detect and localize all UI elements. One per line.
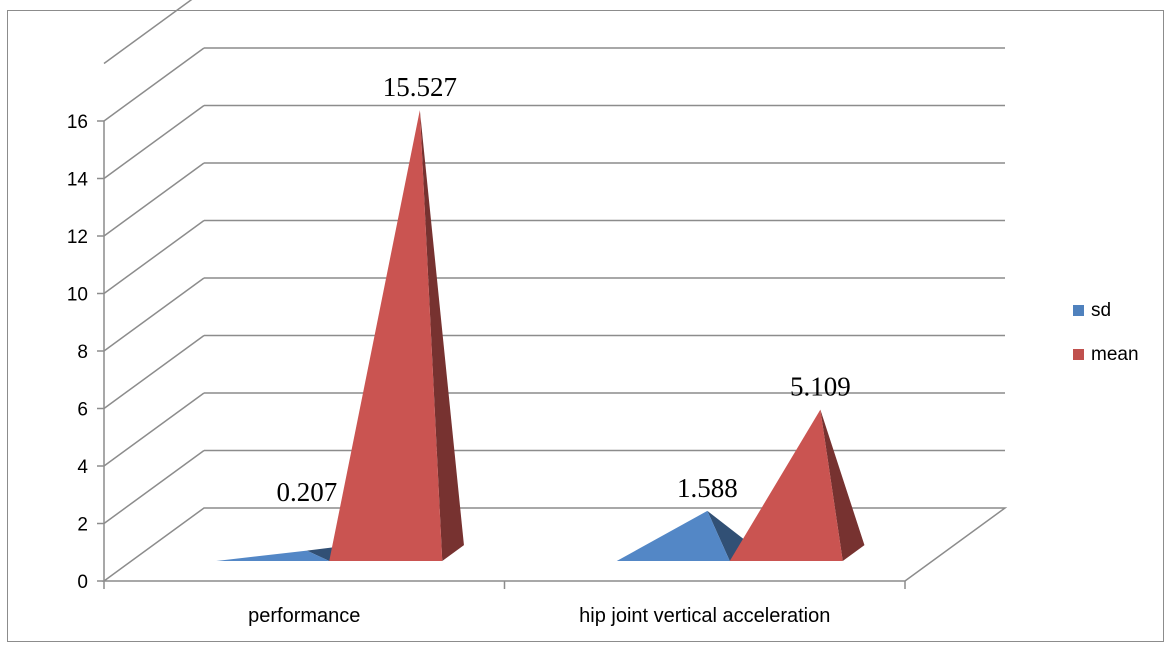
gridlines [103, 0, 1005, 525]
pyramid-front-face [729, 409, 843, 561]
bars [216, 110, 865, 561]
gridline-side [103, 277, 205, 352]
gridline-side [103, 0, 193, 65]
category-label: hip joint vertical acceleration [579, 605, 830, 627]
data-label-sd: 0.207 [276, 477, 337, 507]
y-tick-label: 14 [67, 170, 89, 191]
legend-swatch-sd [1073, 305, 1084, 316]
gridline-side [103, 219, 205, 295]
legend-swatch-mean [1073, 349, 1084, 360]
pyramid-sd-1 [616, 510, 752, 561]
legend: sd mean [1073, 300, 1139, 365]
y-axis-ticks: 0 2 4 6 8 10 12 14 16 [67, 112, 906, 593]
pyramid-side-face [820, 409, 865, 561]
pyramid-front-face [329, 110, 443, 561]
data-label-mean: 15.527 [383, 72, 457, 102]
data-label-sd: 1.588 [677, 473, 738, 503]
gridline-side [103, 104, 205, 180]
gridline-side [103, 334, 205, 410]
chart-floor [101, 507, 1008, 582]
gridline-side [103, 449, 205, 525]
y-tick-label: 0 [77, 572, 88, 593]
data-labels: 0.207 15.527 1.588 5.109 [276, 72, 850, 507]
pyramid-mean-0 [329, 110, 464, 561]
gridline-side [103, 47, 205, 122]
category-labels: performance hip joint vertical accelerati… [248, 605, 830, 627]
chart-frame [7, 10, 1164, 642]
y-tick-label: 4 [77, 457, 88, 478]
gridline-side [103, 392, 205, 467]
y-tick-label: 6 [77, 400, 88, 421]
data-label-mean: 5.109 [790, 372, 851, 402]
y-tick-label: 2 [77, 515, 88, 536]
pyramid-mean-1 [729, 409, 865, 561]
pyramid-side-face [419, 110, 464, 561]
y-tick-label: 12 [67, 227, 88, 248]
chart-walls [101, 121, 1008, 582]
legend-label-sd: sd [1091, 300, 1111, 321]
legend-label-mean: mean [1091, 344, 1139, 365]
y-tick-label: 10 [67, 285, 88, 306]
gridline-side [103, 162, 205, 237]
pyramid-front-face [616, 510, 730, 561]
y-tick-label: 8 [77, 342, 88, 363]
category-label: performance [248, 605, 360, 627]
y-tick-label: 16 [67, 112, 88, 133]
pyramid-front-face [216, 550, 330, 561]
